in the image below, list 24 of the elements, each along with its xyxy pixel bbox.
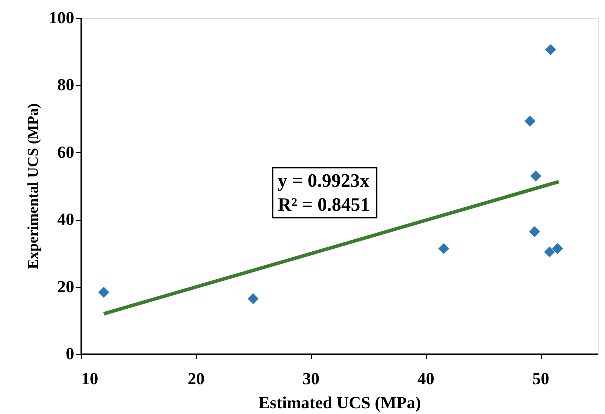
x-tick-label: 50 [532,370,550,388]
point [545,44,556,56]
y-tick-label: 40 [58,210,74,230]
point [98,287,110,298]
point [530,170,542,182]
point [524,116,536,127]
point [552,243,564,254]
x-tick-label: 10 [82,370,98,388]
point [438,243,450,254]
x-tick-label: 40 [418,370,435,388]
y-tick-label: 60 [58,142,74,162]
annotation: R² = 0.8451 [278,195,370,216]
x-tick-label: 30 [302,370,320,388]
y-tick-label: 80 [58,76,74,95]
y-tick-label: 0 [66,344,74,364]
x-axis-title: Estimated UCS (MPa) [258,394,422,412]
y-tick-label: 20 [58,277,74,296]
annotation: y = 0.9923x [278,171,370,192]
x-tick-label: 20 [188,370,205,388]
y-tick-label: 100 [49,8,74,28]
point [544,246,556,258]
point [529,226,540,238]
y-axis-title: Experimental UCS (MPa) [26,104,42,270]
point [248,293,259,304]
